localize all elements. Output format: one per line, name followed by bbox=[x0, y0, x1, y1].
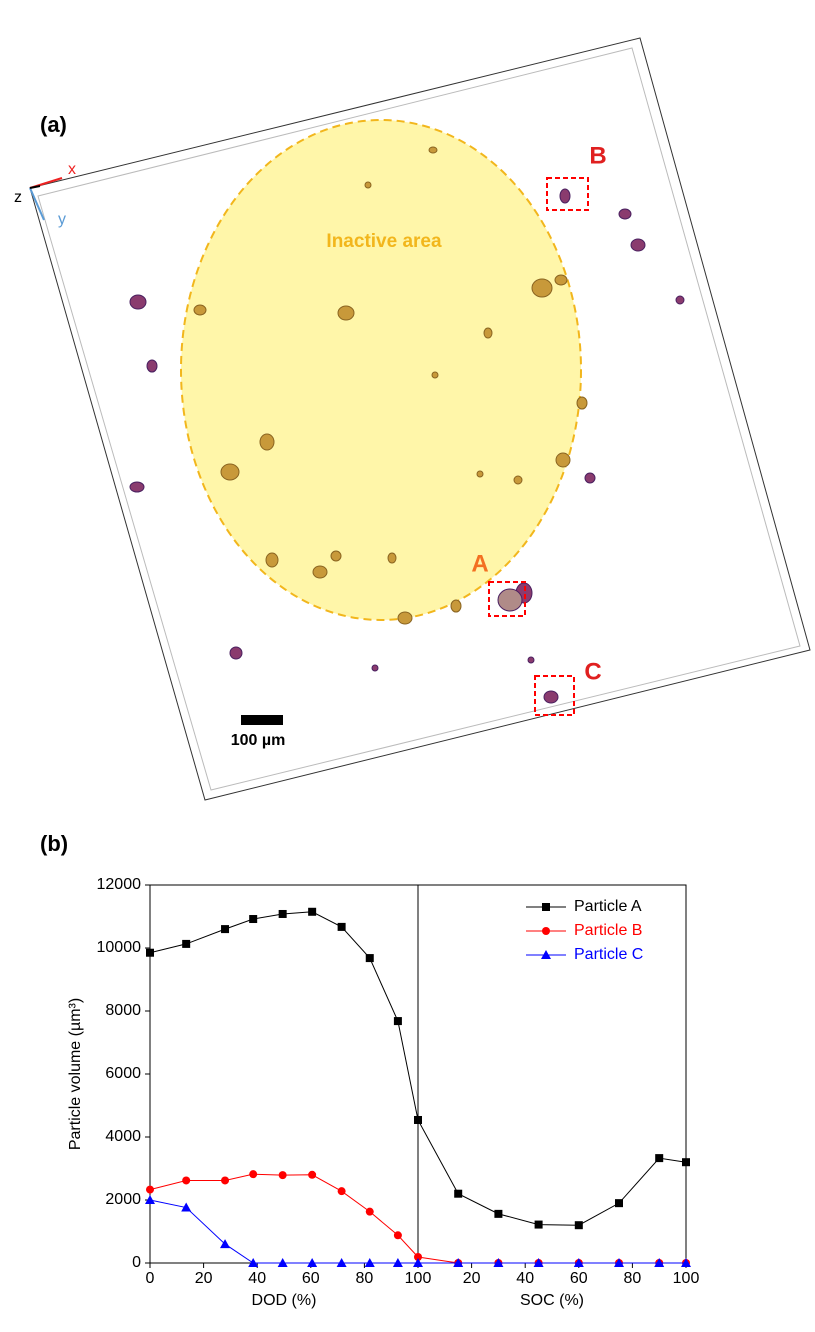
y-tick-label: 6000 bbox=[105, 1065, 141, 1082]
x-tick-label: 40 bbox=[248, 1270, 266, 1287]
particle-label: C bbox=[584, 658, 601, 685]
marker bbox=[249, 1170, 258, 1179]
panel-label: (a) bbox=[40, 112, 67, 137]
marker bbox=[278, 1171, 287, 1180]
legend-marker bbox=[541, 950, 551, 959]
marker bbox=[145, 1195, 155, 1204]
y-tick-label: 2000 bbox=[105, 1191, 141, 1208]
marker bbox=[534, 1220, 543, 1229]
marker bbox=[182, 939, 191, 948]
legend-label: Particle B bbox=[574, 922, 642, 939]
legend-label: Particle C bbox=[574, 946, 643, 963]
y-axis-label: Particle volume (µm³) bbox=[67, 998, 84, 1150]
marker bbox=[573, 1258, 584, 1267]
marker bbox=[248, 1258, 259, 1267]
marker bbox=[337, 1187, 346, 1196]
marker bbox=[614, 1258, 624, 1267]
legend-label: Particle A bbox=[574, 898, 642, 915]
x-tick-label: 60 bbox=[570, 1270, 588, 1287]
marker bbox=[392, 1258, 403, 1267]
marker bbox=[615, 1199, 623, 1208]
y-tick-label: 0 bbox=[132, 1254, 141, 1271]
marker bbox=[277, 1258, 288, 1267]
marker bbox=[393, 1017, 402, 1026]
marker bbox=[493, 1258, 504, 1267]
y-tick-label: 10000 bbox=[97, 939, 142, 956]
marker bbox=[681, 1258, 691, 1267]
legend-marker bbox=[542, 927, 550, 935]
legend-marker bbox=[542, 903, 550, 911]
marker bbox=[654, 1258, 665, 1267]
marker bbox=[307, 1258, 318, 1267]
marker bbox=[308, 907, 317, 916]
x-tick-label: 80 bbox=[356, 1270, 374, 1287]
marker bbox=[278, 909, 287, 918]
axis-label: x bbox=[68, 161, 76, 178]
marker bbox=[494, 1209, 503, 1218]
marker bbox=[413, 1258, 423, 1267]
marker bbox=[337, 922, 346, 931]
marker bbox=[414, 1115, 422, 1124]
marker bbox=[574, 1221, 583, 1230]
marker bbox=[365, 954, 374, 963]
x-axis-label: SOC (%) bbox=[520, 1292, 584, 1309]
marker bbox=[682, 1158, 690, 1167]
axis-label: z bbox=[14, 189, 22, 206]
volume-render bbox=[29, 37, 811, 801]
marker bbox=[146, 1185, 154, 1194]
axis-label: y bbox=[58, 211, 66, 228]
y-tick-label: 8000 bbox=[105, 1002, 141, 1019]
marker bbox=[221, 925, 230, 934]
marker bbox=[181, 1202, 192, 1212]
x-tick-label: 20 bbox=[463, 1270, 481, 1287]
y-tick-label: 4000 bbox=[105, 1128, 141, 1145]
marker bbox=[364, 1258, 375, 1267]
marker bbox=[336, 1258, 347, 1267]
x-tick-label: 100 bbox=[673, 1270, 700, 1287]
marker bbox=[365, 1207, 374, 1216]
x-axis-label: DOD (%) bbox=[252, 1292, 317, 1309]
y-tick-label: 12000 bbox=[97, 876, 142, 893]
marker bbox=[146, 948, 154, 957]
particle-label: A bbox=[471, 550, 488, 577]
particle-label: B bbox=[589, 142, 606, 169]
x-tick-label: 0 bbox=[146, 1270, 155, 1287]
marker bbox=[221, 1176, 230, 1185]
marker bbox=[220, 1239, 231, 1249]
marker bbox=[453, 1258, 464, 1267]
panel-label: (b) bbox=[40, 831, 68, 856]
x-tick-label: 60 bbox=[302, 1270, 320, 1287]
x-tick-label: 40 bbox=[516, 1270, 534, 1287]
marker bbox=[454, 1189, 463, 1198]
marker bbox=[414, 1253, 422, 1262]
marker bbox=[249, 915, 258, 924]
marker bbox=[308, 1170, 317, 1179]
scale-bar-label: 100 µm bbox=[231, 732, 286, 749]
marker bbox=[182, 1176, 191, 1185]
marker bbox=[393, 1231, 402, 1240]
region-label: Inactive area bbox=[326, 231, 442, 252]
marker bbox=[533, 1258, 544, 1267]
marker bbox=[655, 1154, 664, 1163]
x-tick-label: 80 bbox=[624, 1270, 642, 1287]
x-tick-label: 20 bbox=[195, 1270, 213, 1287]
x-tick-label: 100 bbox=[405, 1270, 432, 1287]
